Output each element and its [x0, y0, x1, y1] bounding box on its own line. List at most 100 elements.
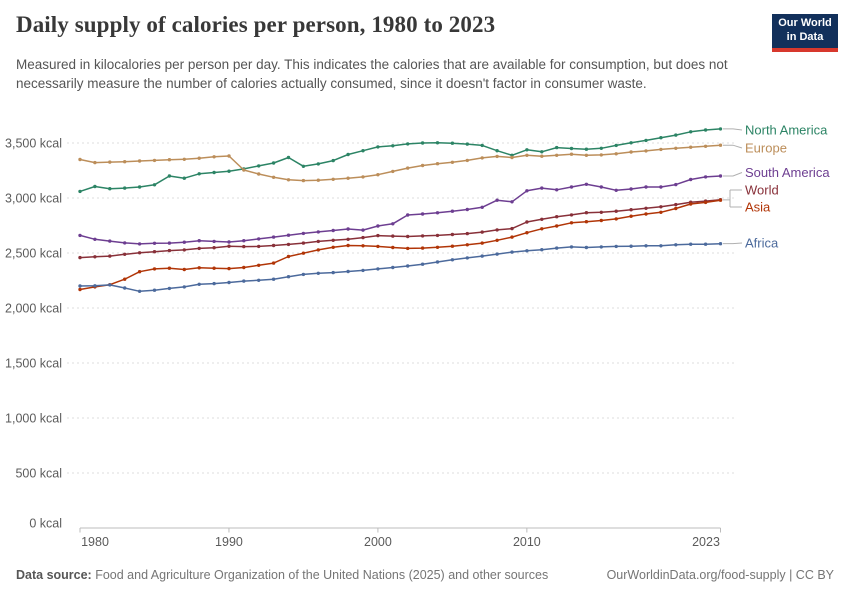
data-point-south-america-2022[interactable]: [703, 175, 708, 179]
data-point-africa-1988[interactable]: [197, 282, 201, 286]
data-point-south-america-2020[interactable]: [674, 182, 678, 187]
data-point-asia-2000[interactable]: [376, 244, 380, 249]
data-point-north-america-1988[interactable]: [197, 172, 201, 176]
data-point-south-america-1987[interactable]: [182, 240, 186, 244]
data-point-north-america-2015[interactable]: [599, 146, 603, 150]
series-line-north-america[interactable]: [79, 128, 722, 193]
data-point-north-america-2004[interactable]: [435, 141, 440, 145]
data-point-world-1992[interactable]: [257, 244, 261, 249]
data-point-africa-2016[interactable]: [614, 244, 618, 249]
data-point-europe-1986[interactable]: [167, 158, 172, 162]
data-point-asia-2022[interactable]: [703, 200, 708, 205]
data-point-world-2018[interactable]: [644, 206, 648, 210]
data-point-world-1985[interactable]: [152, 250, 157, 254]
series-line-south-america[interactable]: [79, 175, 722, 245]
data-point-asia-2013[interactable]: [569, 221, 574, 225]
data-point-europe-2023[interactable]: [718, 143, 723, 147]
legend-label-asia[interactable]: Asia: [745, 200, 771, 215]
data-point-europe-1985[interactable]: [152, 158, 157, 163]
data-point-africa-2010[interactable]: [525, 249, 529, 253]
data-point-south-america-1995[interactable]: [301, 231, 306, 236]
data-point-south-america-1982[interactable]: [108, 239, 112, 243]
data-point-north-america-1984[interactable]: [137, 185, 142, 189]
data-point-europe-2010[interactable]: [525, 153, 529, 157]
data-point-asia-2012[interactable]: [555, 224, 559, 228]
data-point-north-america-2005[interactable]: [450, 141, 455, 145]
data-point-asia-2008[interactable]: [495, 238, 499, 242]
data-point-europe-2017[interactable]: [629, 150, 633, 154]
data-point-asia-1991[interactable]: [242, 265, 246, 270]
data-point-asia-2023[interactable]: [718, 198, 723, 202]
data-point-africa-2005[interactable]: [450, 258, 455, 262]
data-point-north-america-2001[interactable]: [391, 144, 395, 148]
data-point-europe-2019[interactable]: [659, 147, 663, 152]
data-point-south-america-2016[interactable]: [614, 188, 618, 192]
data-point-south-america-1988[interactable]: [197, 239, 201, 243]
series-line-africa[interactable]: [79, 242, 722, 293]
data-point-asia-2001[interactable]: [391, 245, 395, 250]
data-point-europe-2002[interactable]: [406, 166, 410, 170]
data-point-asia-1980[interactable]: [78, 287, 82, 292]
data-point-asia-2010[interactable]: [525, 231, 529, 235]
data-point-europe-2004[interactable]: [435, 162, 440, 166]
data-point-asia-2003[interactable]: [420, 246, 425, 250]
data-point-south-america-2011[interactable]: [540, 186, 544, 190]
data-point-africa-1983[interactable]: [123, 286, 127, 290]
series-line-world[interactable]: [79, 198, 722, 259]
data-point-europe-2006[interactable]: [465, 158, 469, 163]
data-point-europe-1993[interactable]: [271, 175, 276, 179]
data-point-south-america-1980[interactable]: [78, 233, 82, 238]
data-point-asia-1996[interactable]: [316, 248, 320, 252]
credit-link[interactable]: OurWorldinData.org/food-supply | CC BY: [606, 568, 834, 582]
data-point-asia-2009[interactable]: [510, 235, 514, 239]
data-point-north-america-1992[interactable]: [257, 164, 261, 168]
data-point-north-america-2016[interactable]: [614, 143, 618, 148]
data-point-south-america-1991[interactable]: [242, 239, 246, 243]
data-point-world-2015[interactable]: [599, 210, 603, 214]
data-point-africa-2013[interactable]: [569, 245, 574, 249]
data-point-north-america-2019[interactable]: [659, 136, 663, 140]
legend-label-world[interactable]: World: [745, 183, 779, 198]
data-point-europe-2009[interactable]: [510, 155, 514, 160]
data-point-africa-2006[interactable]: [465, 256, 469, 260]
data-point-south-america-2000[interactable]: [376, 224, 380, 228]
data-point-europe-1989[interactable]: [212, 155, 216, 159]
data-point-north-america-1998[interactable]: [346, 152, 350, 157]
data-point-africa-2014[interactable]: [584, 245, 589, 250]
data-point-north-america-1990[interactable]: [227, 169, 231, 173]
series-line-europe[interactable]: [79, 144, 722, 182]
data-point-north-america-2002[interactable]: [406, 142, 410, 146]
data-point-world-2016[interactable]: [614, 209, 618, 213]
data-point-europe-1996[interactable]: [316, 178, 320, 182]
data-point-africa-1989[interactable]: [212, 281, 216, 286]
data-point-asia-2016[interactable]: [614, 217, 618, 221]
data-point-world-1989[interactable]: [212, 246, 216, 250]
data-point-africa-2001[interactable]: [391, 265, 395, 270]
data-point-world-1983[interactable]: [123, 252, 127, 256]
data-point-north-america-1997[interactable]: [331, 158, 335, 163]
legend-label-europe[interactable]: Europe: [745, 141, 787, 156]
data-point-asia-2020[interactable]: [674, 206, 678, 211]
data-point-north-america-2018[interactable]: [644, 138, 648, 143]
data-point-africa-2015[interactable]: [599, 245, 603, 249]
data-point-south-america-1984[interactable]: [137, 242, 142, 246]
data-point-europe-1997[interactable]: [331, 177, 335, 181]
data-point-asia-1998[interactable]: [346, 243, 350, 248]
data-point-world-2013[interactable]: [569, 213, 574, 217]
data-point-world-1984[interactable]: [137, 251, 142, 255]
data-point-europe-1987[interactable]: [182, 157, 186, 161]
data-point-europe-2001[interactable]: [391, 169, 395, 174]
data-point-south-america-1981[interactable]: [93, 237, 97, 241]
data-point-world-2002[interactable]: [406, 234, 410, 239]
data-point-south-america-2014[interactable]: [584, 182, 589, 186]
data-point-europe-1999[interactable]: [361, 175, 365, 179]
data-point-south-america-1989[interactable]: [212, 239, 216, 244]
data-point-africa-1981[interactable]: [93, 284, 97, 288]
line-chart-canvas[interactable]: 0 kcal 500 kcal 1,000 kcal 1,500 kcal 2,000 …: [0, 105, 850, 563]
data-point-asia-1989[interactable]: [212, 266, 216, 270]
data-point-world-2003[interactable]: [420, 234, 425, 238]
data-point-south-america-2010[interactable]: [525, 189, 529, 193]
data-point-asia-2006[interactable]: [465, 243, 469, 247]
data-point-south-america-1997[interactable]: [331, 228, 335, 233]
data-point-world-1981[interactable]: [93, 255, 97, 259]
